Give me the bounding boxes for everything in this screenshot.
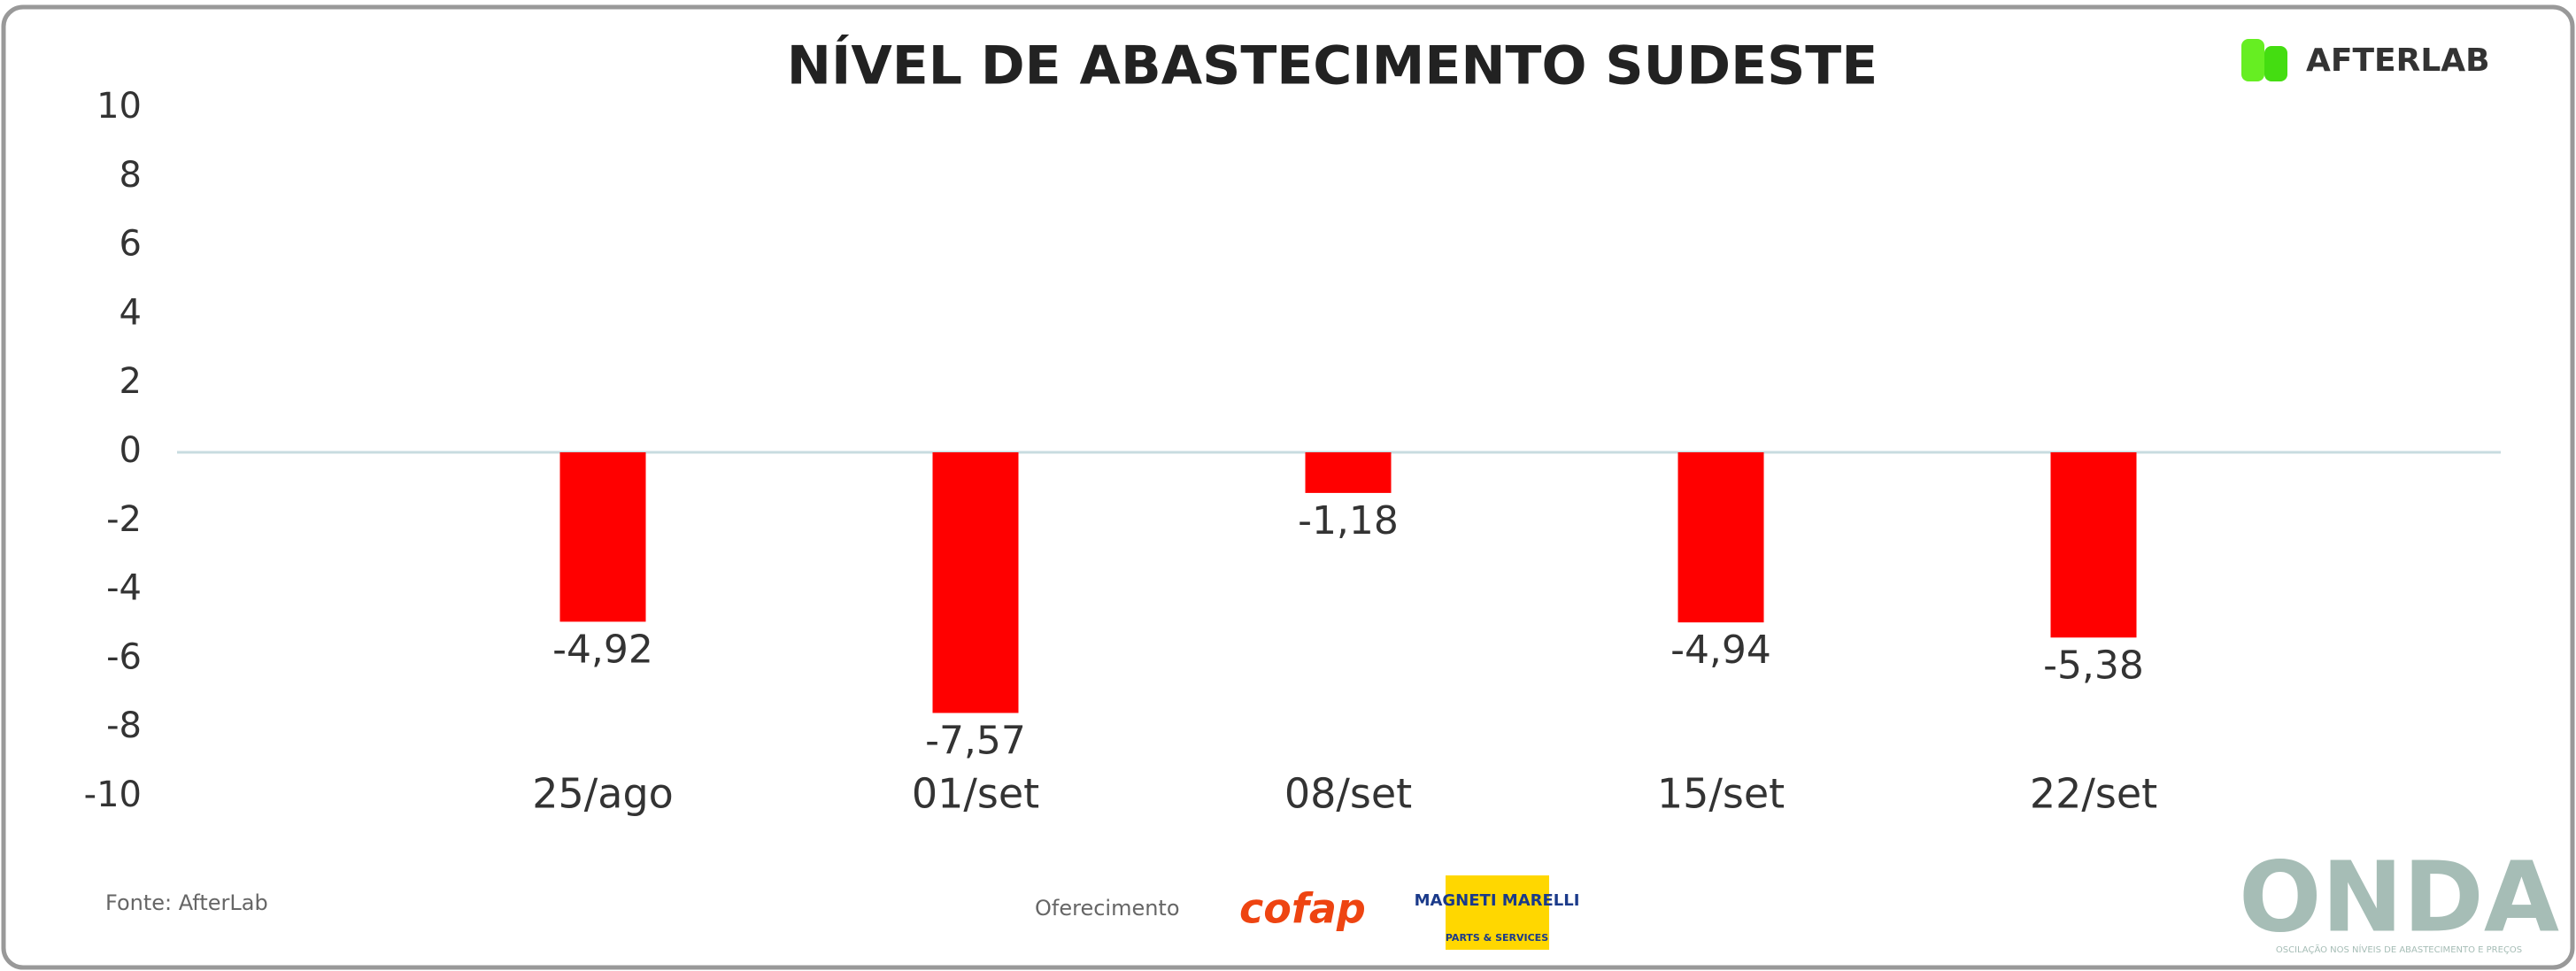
y-tick-label: -2 <box>106 499 142 540</box>
sponsor-box <box>1446 875 1549 950</box>
bar <box>932 452 1019 713</box>
value-label: -4,92 <box>552 627 653 672</box>
bar <box>559 452 646 622</box>
y-tick-label: 10 <box>96 86 142 127</box>
sponsor-logo: MAGNETI MARELLI <box>1415 891 1580 910</box>
logo-shape <box>2264 46 2287 81</box>
y-tick-label: 4 <box>120 292 142 333</box>
sponsor-label: Oferecimento <box>1035 896 1180 921</box>
bar <box>1305 452 1392 493</box>
bar <box>2050 452 2137 638</box>
x-tick-label: 15/set <box>1657 770 1785 818</box>
value-label: -5,38 <box>2043 643 2144 688</box>
y-tick-label: -4 <box>106 568 142 609</box>
y-tick-label: 2 <box>120 361 142 402</box>
x-tick-label: 25/ago <box>532 770 674 818</box>
brand-logo: AFTERLAB <box>2241 39 2490 81</box>
value-label: -7,57 <box>925 718 1026 763</box>
value-label: -4,94 <box>1670 628 1771 673</box>
y-tick-label: -10 <box>84 774 142 815</box>
y-tick-label: 6 <box>120 224 142 265</box>
logo-shape <box>2241 39 2264 81</box>
y-tick-label: 8 <box>120 155 142 196</box>
footer-tagline: OSCILAÇÃO NOS NÍVEIS DE ABASTECIMENTO E … <box>2276 944 2522 955</box>
frame <box>1 4 2575 970</box>
y-tick-label: -8 <box>106 705 142 746</box>
footer-logo: ONDA <box>2239 840 2559 953</box>
sponsor-tagline: PARTS & SERVICES <box>1446 932 1548 944</box>
y-tick-label: 0 <box>120 430 142 471</box>
bar <box>1677 452 1764 623</box>
chart-title: NÍVEL DE ABASTECIMENTO SUDESTE <box>787 34 1878 97</box>
x-tick-label: 22/set <box>2030 770 2157 818</box>
x-tick-label: 01/set <box>912 770 1039 818</box>
sponsor-logo: cofap <box>1239 885 1366 933</box>
value-label: -1,18 <box>1298 498 1399 543</box>
brand-name: AFTERLAB <box>2306 42 2490 79</box>
x-tick-label: 08/set <box>1284 770 1412 818</box>
y-tick-label: -6 <box>106 636 142 677</box>
source: Fonte: AfterLab <box>105 890 268 915</box>
